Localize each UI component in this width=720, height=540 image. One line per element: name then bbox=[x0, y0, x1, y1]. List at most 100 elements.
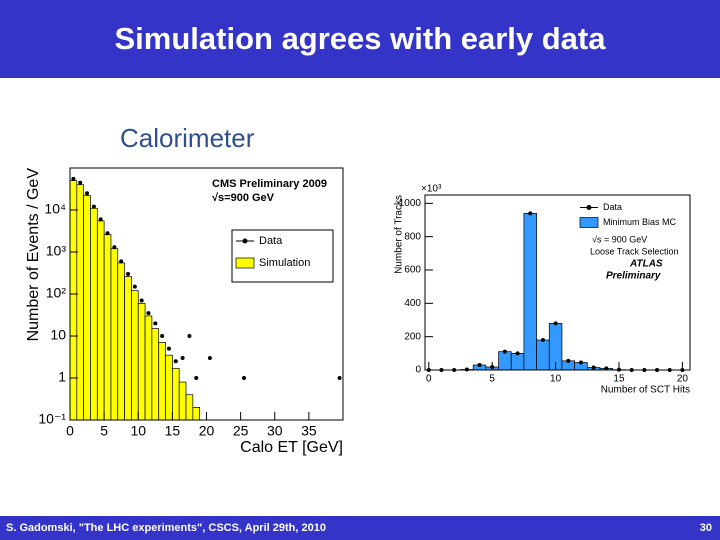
data-point bbox=[78, 180, 83, 185]
y-tick-label: 600 bbox=[404, 265, 421, 276]
x-tick-label: 0 bbox=[66, 423, 74, 439]
data-point bbox=[604, 366, 609, 371]
plot-frame bbox=[424, 194, 691, 371]
y-tick-label: 10⁴ bbox=[44, 201, 66, 217]
histogram-bar bbox=[90, 207, 98, 421]
x-tick-label: 15 bbox=[613, 374, 625, 385]
annotation: Loose Track Selection bbox=[590, 246, 679, 256]
data-point bbox=[98, 217, 103, 222]
data-point bbox=[591, 365, 596, 370]
data-point bbox=[139, 298, 144, 303]
data-point bbox=[160, 334, 165, 338]
data-point bbox=[207, 355, 212, 360]
data-point bbox=[515, 351, 520, 356]
data-point bbox=[105, 231, 110, 236]
data-point bbox=[166, 346, 171, 351]
annotation: CMS Preliminary 2009 bbox=[212, 178, 327, 190]
histogram-bar bbox=[144, 315, 153, 421]
x-tick-label: 20 bbox=[677, 374, 689, 385]
data-point bbox=[566, 358, 571, 363]
histogram-bar bbox=[192, 407, 201, 421]
data-point bbox=[242, 376, 247, 380]
slide-title: Simulation agrees with early data bbox=[115, 21, 607, 56]
y-axis-label: Number of Tracks bbox=[394, 195, 405, 274]
histogram-bar bbox=[158, 342, 166, 421]
data-point bbox=[337, 376, 342, 380]
histogram-bar bbox=[151, 328, 160, 421]
annotation: ATLAS bbox=[629, 259, 663, 270]
x-tick-label: 0 bbox=[426, 374, 432, 385]
data-point bbox=[173, 359, 178, 364]
histogram-bar bbox=[76, 184, 84, 421]
data-point bbox=[194, 376, 199, 380]
x-tick-label: 10 bbox=[130, 423, 146, 439]
data-point bbox=[540, 338, 545, 342]
y-tick-label: 1000 bbox=[399, 198, 422, 209]
histogram-bar bbox=[510, 352, 525, 371]
y-tick-label: 10² bbox=[46, 285, 67, 301]
data-point bbox=[146, 311, 151, 316]
legend-swatch bbox=[579, 217, 599, 228]
y-tick-label: 1 bbox=[58, 369, 66, 385]
legend-box bbox=[231, 229, 334, 283]
x-axis-label: Number of SCT Hits bbox=[601, 385, 690, 396]
histogram-bar bbox=[523, 212, 537, 371]
data-point bbox=[578, 360, 583, 365]
histogram-bar bbox=[110, 248, 119, 421]
legend-swatch bbox=[235, 257, 255, 269]
histogram-bar bbox=[536, 339, 550, 371]
x-tick-label: 10 bbox=[550, 374, 562, 385]
data-point bbox=[132, 284, 137, 289]
histogram-bar bbox=[69, 180, 78, 421]
data-point bbox=[180, 355, 185, 360]
histogram-bar bbox=[131, 290, 139, 421]
data-point bbox=[153, 321, 158, 326]
data-point bbox=[553, 321, 558, 326]
x-tick-label: 5 bbox=[100, 423, 108, 439]
data-point bbox=[187, 334, 192, 338]
annotation: √s=900 GeV bbox=[212, 192, 275, 204]
histogram-bar bbox=[185, 394, 194, 421]
histogram-bar bbox=[117, 262, 125, 421]
histogram-bar bbox=[124, 276, 132, 421]
section-title: Calorimeter bbox=[120, 123, 255, 153]
histogram-bar bbox=[137, 302, 146, 421]
annotation: Preliminary bbox=[606, 271, 661, 282]
y-tick-label: 10⁻¹ bbox=[38, 411, 66, 427]
x-tick-label: 5 bbox=[489, 374, 495, 385]
data-point bbox=[119, 259, 124, 264]
x-tick-label: 35 bbox=[301, 423, 317, 439]
data-point bbox=[502, 349, 507, 354]
histogram-bar bbox=[96, 220, 105, 421]
y-tick-label: 800 bbox=[404, 231, 421, 242]
y-tick-label: 10 bbox=[50, 327, 66, 343]
data-point bbox=[71, 176, 76, 181]
data-point bbox=[477, 363, 482, 367]
x-axis-label: Calo ET [GeV] bbox=[240, 439, 343, 456]
legend-marker bbox=[242, 238, 248, 244]
legend-label: Data bbox=[259, 235, 283, 247]
y-tick-label: 0 bbox=[415, 365, 421, 376]
y-axis-label: Number of Events / GeV bbox=[25, 168, 42, 342]
histogram-bar bbox=[83, 195, 91, 421]
data-point bbox=[528, 211, 533, 216]
y-multiplier: ×10³ bbox=[421, 184, 442, 195]
legend-label: Simulation bbox=[259, 257, 310, 269]
page-number: 30 bbox=[700, 522, 712, 534]
y-tick-label: 10³ bbox=[46, 243, 67, 259]
data-point bbox=[91, 204, 96, 209]
histogram-bar bbox=[178, 381, 187, 421]
histogram-bar bbox=[165, 354, 173, 421]
data-point bbox=[126, 271, 131, 276]
data-point bbox=[112, 245, 117, 250]
histogram-bar bbox=[103, 234, 112, 421]
x-tick-label: 30 bbox=[267, 423, 283, 439]
x-tick-label: 25 bbox=[233, 423, 249, 439]
footer-bar bbox=[0, 516, 720, 540]
annotation: √s = 900 GeV bbox=[592, 234, 647, 244]
footer-text: S. Gadomski, "The LHC experiments", CSCS… bbox=[6, 522, 326, 534]
legend-label: Data bbox=[603, 202, 622, 212]
histogram-bar bbox=[498, 351, 512, 371]
x-tick-label: 15 bbox=[165, 423, 181, 439]
